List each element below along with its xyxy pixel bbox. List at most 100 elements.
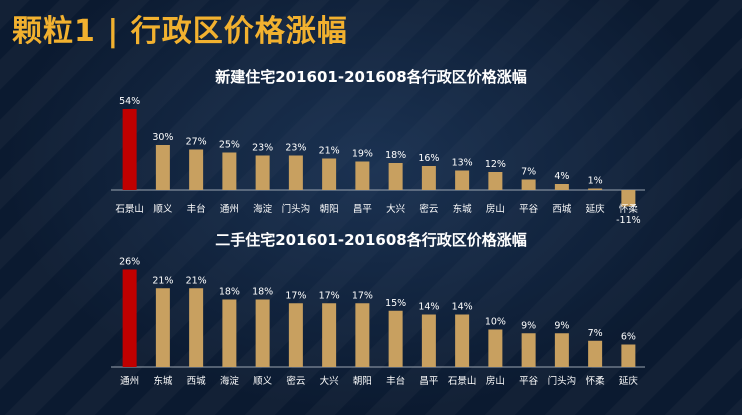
- category-label: 房山: [486, 203, 505, 215]
- value-label: 54%: [119, 96, 140, 107]
- category-label: 延庆: [586, 203, 606, 215]
- bar-大兴: [322, 303, 337, 367]
- category-label: 丰台: [386, 375, 405, 387]
- value-label: 9%: [554, 320, 569, 331]
- value-label: 18%: [385, 150, 406, 161]
- value-label: 10%: [485, 317, 506, 328]
- value-label: 6%: [621, 332, 636, 343]
- value-label: 4%: [554, 171, 569, 182]
- bar-西城: [189, 288, 204, 367]
- category-label: 昌平: [419, 376, 439, 387]
- bar-通州: [222, 152, 237, 190]
- value-label: 17%: [352, 290, 373, 301]
- bar-延庆: [621, 344, 636, 367]
- category-label: 石景山: [115, 204, 144, 215]
- category-label: 延庆: [619, 375, 639, 387]
- category-label: 通州: [120, 376, 139, 387]
- value-label: 30%: [152, 132, 173, 143]
- value-label: 21%: [319, 146, 340, 157]
- value-label: 7%: [521, 167, 536, 178]
- category-label: 门头沟: [282, 203, 311, 215]
- bar-房山: [488, 329, 503, 367]
- bar-西城: [554, 184, 569, 190]
- value-label: 12%: [485, 159, 506, 170]
- category-label: 密云: [286, 375, 305, 387]
- bar-东城: [455, 170, 470, 190]
- value-label: 16%: [418, 153, 439, 164]
- bar-朝阳: [355, 303, 370, 367]
- value-label: 26%: [119, 257, 140, 268]
- category-label: 顺义: [253, 376, 273, 387]
- bar-门头沟: [288, 155, 303, 190]
- value-label: 21%: [186, 275, 207, 286]
- category-label: 顺义: [153, 204, 173, 215]
- bar-大兴: [388, 163, 403, 190]
- category-label: 大兴: [386, 203, 405, 215]
- bar-海淀: [222, 299, 237, 367]
- value-label: 14%: [452, 302, 473, 313]
- bar-石景山: [455, 314, 470, 367]
- bar-丰台: [189, 149, 204, 190]
- category-label: 大兴: [320, 375, 339, 387]
- value-label: 23%: [252, 143, 273, 154]
- chart-title-new-housing: 新建住宅201601-201608各行政区价格涨幅: [215, 68, 527, 86]
- category-label: 丰台: [187, 203, 206, 215]
- bar-昌平: [355, 161, 370, 190]
- category-label: 朝阳: [320, 204, 339, 215]
- value-label: 18%: [219, 287, 240, 298]
- value-label: 15%: [385, 298, 406, 309]
- category-label: 朝阳: [353, 376, 372, 387]
- value-label: 25%: [219, 140, 240, 151]
- category-label: 东城: [153, 375, 173, 387]
- category-label: 房山: [486, 375, 505, 387]
- bar-平谷: [521, 179, 536, 190]
- bar-丰台: [388, 310, 403, 367]
- category-label: 怀柔: [619, 203, 639, 215]
- value-label: 13%: [452, 158, 473, 169]
- value-label: 17%: [285, 290, 306, 301]
- bar-朝阳: [322, 158, 337, 190]
- bar-海淀: [255, 155, 270, 190]
- bar-平谷: [521, 333, 536, 367]
- chart-title-resale-housing: 二手住宅201601-201608各行政区价格涨幅: [215, 231, 527, 249]
- bar-怀柔: [588, 340, 603, 367]
- category-label: 平谷: [519, 376, 539, 387]
- bar-昌平: [421, 314, 436, 367]
- category-label: 海淀: [220, 375, 240, 387]
- bar-门头沟: [554, 333, 569, 367]
- bar-通州: [122, 269, 137, 367]
- value-label: 19%: [352, 149, 373, 160]
- category-label: 海淀: [253, 203, 273, 215]
- category-label: 西城: [552, 204, 572, 215]
- value-label: 9%: [521, 320, 536, 331]
- bar-密云: [421, 166, 436, 190]
- value-label: 17%: [319, 290, 340, 301]
- slide-title: 颗粒1 | 行政区价格涨幅: [12, 14, 348, 49]
- value-label: -11%: [616, 215, 641, 226]
- category-label: 昌平: [353, 204, 373, 215]
- value-label: 18%: [252, 287, 273, 298]
- bar-东城: [155, 288, 170, 367]
- category-label: 石景山: [448, 376, 477, 387]
- category-label: 怀柔: [586, 375, 606, 387]
- category-label: 门头沟: [548, 375, 577, 387]
- category-label: 通州: [220, 204, 239, 215]
- category-label: 平谷: [519, 204, 539, 215]
- bar-密云: [288, 303, 303, 367]
- bar-延庆: [588, 188, 603, 190]
- bar-房山: [488, 172, 503, 190]
- value-label: 14%: [418, 302, 439, 313]
- value-label: 27%: [186, 137, 207, 148]
- category-label: 东城: [453, 203, 473, 215]
- bar-石景山: [122, 109, 137, 190]
- category-label: 密云: [419, 203, 438, 215]
- value-label: 21%: [152, 275, 173, 286]
- bar-顺义: [155, 145, 170, 190]
- value-label: 23%: [285, 143, 306, 154]
- value-label: 1%: [588, 176, 603, 187]
- value-label: 7%: [588, 328, 603, 339]
- bar-顺义: [255, 299, 270, 367]
- category-label: 西城: [187, 376, 207, 387]
